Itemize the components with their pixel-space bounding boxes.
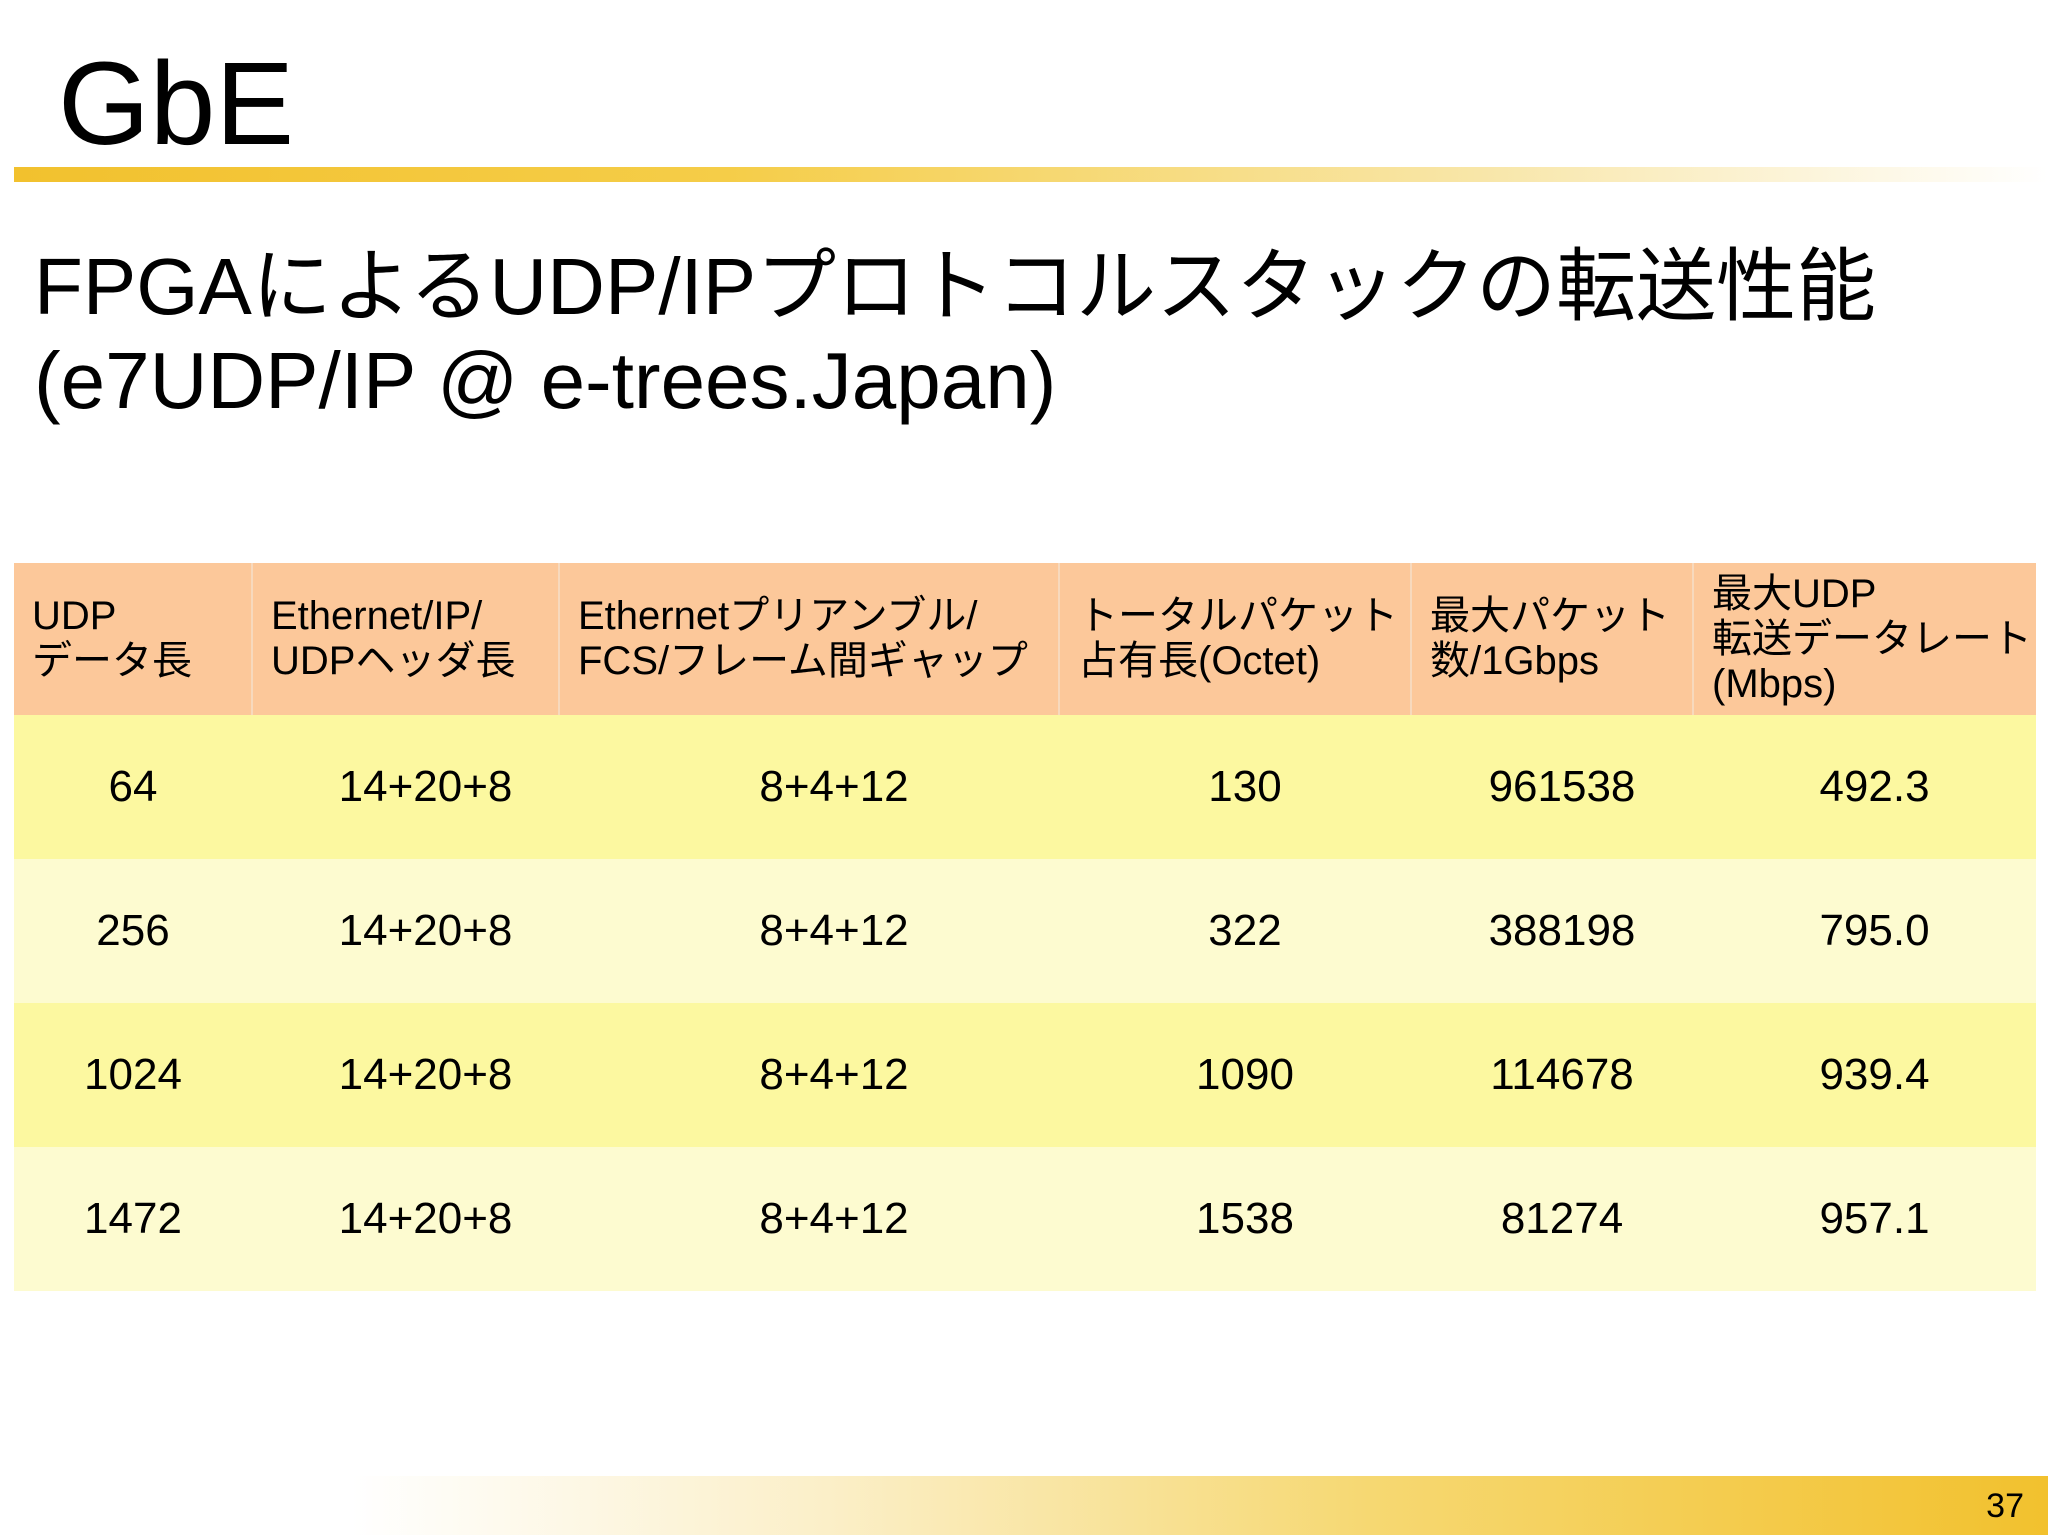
slide-subtitle: FPGAによるUDP/IPプロトコルスタックの転送性能 (e7UDP/IP @ … xyxy=(34,240,1876,428)
cell-header-length: 14+20+8 xyxy=(252,1147,559,1291)
transfer-performance-table: UDP データ長 Ethernet/IP/ UDPヘッダ長 Ethernetプリ… xyxy=(14,563,2036,1291)
cell-total-length: 1090 xyxy=(1059,1003,1411,1147)
cell-preamble-fcs-gap: 8+4+12 xyxy=(559,1147,1059,1291)
cell-preamble-fcs-gap: 8+4+12 xyxy=(559,715,1059,859)
cell-max-rate: 795.0 xyxy=(1693,859,2036,1003)
header-line: 占有長(Octet) xyxy=(1078,639,1321,683)
cell-max-rate: 957.1 xyxy=(1693,1147,2036,1291)
cell-udp-data-length: 1024 xyxy=(14,1003,252,1147)
cell-preamble-fcs-gap: 8+4+12 xyxy=(559,1003,1059,1147)
title-underline-bar xyxy=(14,167,2048,182)
header-total-packet-length: トータルパケット 占有長(Octet) xyxy=(1059,563,1412,715)
header-udp-data-length: UDP データ長 xyxy=(14,563,253,715)
cell-preamble-fcs-gap: 8+4+12 xyxy=(559,859,1059,1003)
cell-udp-data-length: 1472 xyxy=(14,1147,252,1291)
header-line: 転送データレート xyxy=(1712,616,2032,661)
cell-udp-data-length: 64 xyxy=(14,715,252,859)
header-line: (Mbps) xyxy=(1712,661,1837,706)
header-line: データ長 xyxy=(32,639,192,683)
header-line: 最大パケット xyxy=(1430,594,1670,638)
header-line: Ethernetプリアンブル/ xyxy=(578,594,978,638)
header-line: 最大UDP xyxy=(1712,571,1877,616)
page-number: 37 xyxy=(1986,1487,2024,1525)
header-line: Ethernet/IP/ xyxy=(271,594,483,638)
slide-title: GbE xyxy=(58,38,295,170)
cell-total-length: 1538 xyxy=(1059,1147,1411,1291)
cell-total-length: 322 xyxy=(1059,859,1411,1003)
table-row: 256 14+20+8 8+4+12 322 388198 795.0 xyxy=(14,859,2036,1003)
cell-total-length: 130 xyxy=(1059,715,1411,859)
header-ethernet-ip-udp-header-length: Ethernet/IP/ UDPヘッダ長 xyxy=(252,563,560,715)
cell-max-packets: 114678 xyxy=(1411,1003,1693,1147)
table-header-row: UDP データ長 Ethernet/IP/ UDPヘッダ長 Ethernetプリ… xyxy=(14,563,2036,715)
header-max-udp-rate: 最大UDP 転送データレート (Mbps) xyxy=(1693,563,2036,715)
header-max-packets: 最大パケット 数/1Gbps xyxy=(1411,563,1694,715)
footer-accent-bar xyxy=(352,1476,2048,1535)
subtitle-line-1: FPGAによるUDP/IPプロトコルスタックの転送性能 xyxy=(34,242,1877,331)
header-line: UDPヘッダ長 xyxy=(271,639,516,683)
header-line: トータルパケット xyxy=(1078,594,1398,638)
table-row: 1024 14+20+8 8+4+12 1090 114678 939.4 xyxy=(14,1003,2036,1147)
header-line: UDP xyxy=(32,594,117,638)
cell-header-length: 14+20+8 xyxy=(252,859,559,1003)
table-row: 64 14+20+8 8+4+12 130 961538 492.3 xyxy=(14,715,2036,859)
table-row: 1472 14+20+8 8+4+12 1538 81274 957.1 xyxy=(14,1147,2036,1291)
cell-header-length: 14+20+8 xyxy=(252,1003,559,1147)
cell-header-length: 14+20+8 xyxy=(252,715,559,859)
header-line: FCS/フレーム間ギャップ xyxy=(578,639,1028,683)
header-preamble-fcs-gap: Ethernetプリアンブル/ FCS/フレーム間ギャップ xyxy=(559,563,1060,715)
cell-max-packets: 388198 xyxy=(1411,859,1693,1003)
header-line: 数/1Gbps xyxy=(1430,639,1599,683)
subtitle-line-2: (e7UDP/IP @ e-trees.Japan) xyxy=(34,336,1057,425)
cell-max-rate: 492.3 xyxy=(1693,715,2036,859)
cell-udp-data-length: 256 xyxy=(14,859,252,1003)
cell-max-rate: 939.4 xyxy=(1693,1003,2036,1147)
cell-max-packets: 961538 xyxy=(1411,715,1693,859)
cell-max-packets: 81274 xyxy=(1411,1147,1693,1291)
